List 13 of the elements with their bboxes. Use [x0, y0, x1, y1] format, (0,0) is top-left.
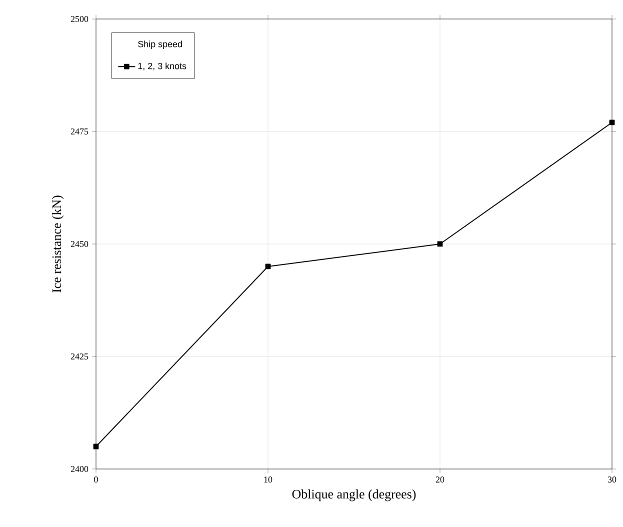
y-tick-label: 2475 — [70, 128, 88, 135]
y-tick-label: 2500 — [70, 16, 88, 22]
y-tick-label: 2450 — [70, 240, 88, 248]
y-axis-title: Ice resistance (kN) — [52, 196, 64, 292]
legend-title: Ship speed — [138, 40, 182, 50]
legend-label: 1, 2, 3 knots — [138, 62, 186, 70]
y-tick-label: 2425 — [70, 353, 88, 360]
x-tick-label: 0 — [94, 476, 98, 483]
x-tick-label: 20 — [436, 476, 444, 483]
x-tick-label: 30 — [608, 476, 616, 483]
y-tick-label: 2400 — [70, 466, 88, 472]
x-tick-label: 10 — [264, 476, 272, 483]
x-axis-title: Oblique angle (degrees) — [292, 489, 416, 502]
